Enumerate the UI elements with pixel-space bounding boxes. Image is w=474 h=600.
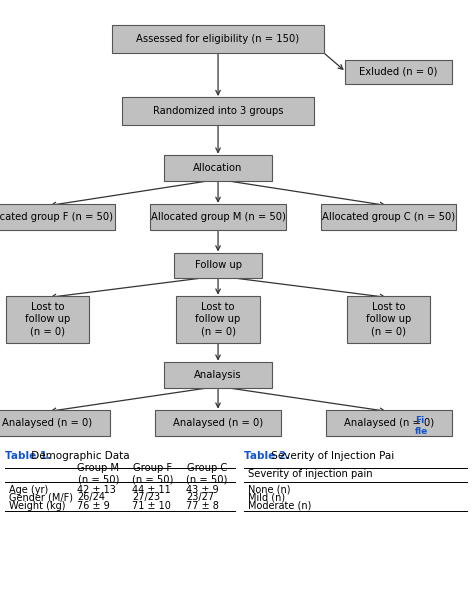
FancyBboxPatch shape [6, 296, 89, 343]
Text: Fi
fle: Fi fle [415, 416, 428, 436]
Text: Lost to
follow up
(n = 0): Lost to follow up (n = 0) [195, 302, 241, 337]
Text: Weight (kg): Weight (kg) [9, 501, 65, 511]
Text: Table 1.: Table 1. [5, 451, 51, 461]
Text: Gender (M/F): Gender (M/F) [9, 493, 73, 502]
Text: Mild (n): Mild (n) [248, 493, 285, 502]
FancyBboxPatch shape [164, 155, 272, 181]
FancyBboxPatch shape [122, 97, 314, 125]
FancyBboxPatch shape [0, 410, 110, 436]
Text: Analaysis: Analaysis [194, 370, 242, 380]
Text: Allocated group F (n = 50): Allocated group F (n = 50) [0, 212, 113, 222]
Text: Severity of injection pain: Severity of injection pain [248, 469, 373, 479]
Text: 44 ± 11: 44 ± 11 [132, 485, 171, 494]
Text: Severity of Injection Pai: Severity of Injection Pai [268, 451, 394, 461]
Text: Allocation: Allocation [193, 163, 243, 173]
FancyBboxPatch shape [112, 25, 324, 53]
Text: 26/24: 26/24 [77, 493, 105, 502]
FancyBboxPatch shape [326, 410, 452, 436]
Text: Follow up: Follow up [194, 260, 242, 270]
Text: Allocated group M (n = 50): Allocated group M (n = 50) [151, 212, 285, 222]
FancyBboxPatch shape [150, 204, 286, 230]
Text: 42 ± 13: 42 ± 13 [77, 485, 116, 494]
Text: Analaysed (n = 0): Analaysed (n = 0) [173, 418, 263, 428]
FancyBboxPatch shape [345, 60, 452, 84]
Text: Lost to
follow up
(n = 0): Lost to follow up (n = 0) [25, 302, 70, 337]
Text: 23/27: 23/27 [186, 493, 214, 502]
Text: 77 ± 8: 77 ± 8 [186, 501, 219, 511]
Text: Lost to
follow up
(n = 0): Lost to follow up (n = 0) [366, 302, 411, 337]
FancyBboxPatch shape [155, 410, 281, 436]
Text: Age (yr): Age (yr) [9, 485, 48, 494]
Text: Analaysed (n = 0): Analaysed (n = 0) [2, 418, 92, 428]
Text: Assessed for eligibility (n = 150): Assessed for eligibility (n = 150) [137, 34, 300, 44]
FancyBboxPatch shape [176, 296, 260, 343]
Text: Group C
(n = 50): Group C (n = 50) [186, 463, 228, 485]
Text: Demographic Data: Demographic Data [28, 451, 130, 461]
Text: Group M
(n = 50): Group M (n = 50) [77, 463, 119, 485]
Text: 76 ± 9: 76 ± 9 [77, 501, 110, 511]
Text: Moderate (n): Moderate (n) [248, 501, 311, 511]
Text: 71 ± 10: 71 ± 10 [132, 501, 171, 511]
Text: Table 2.: Table 2. [244, 451, 290, 461]
Text: 27/23: 27/23 [132, 493, 160, 502]
Text: Randomized into 3 groups: Randomized into 3 groups [153, 106, 283, 116]
FancyBboxPatch shape [164, 362, 272, 388]
Text: None (n): None (n) [248, 485, 291, 494]
Text: Analaysed (n = 0): Analaysed (n = 0) [344, 418, 434, 428]
FancyBboxPatch shape [347, 296, 430, 343]
FancyBboxPatch shape [0, 204, 115, 230]
FancyBboxPatch shape [174, 253, 262, 278]
FancyBboxPatch shape [321, 204, 456, 230]
Text: Allocated group C (n = 50): Allocated group C (n = 50) [322, 212, 455, 222]
Text: 43 ± 9: 43 ± 9 [186, 485, 219, 494]
Text: Exluded (n = 0): Exluded (n = 0) [359, 67, 438, 77]
Text: Group F
(n = 50): Group F (n = 50) [132, 463, 173, 485]
